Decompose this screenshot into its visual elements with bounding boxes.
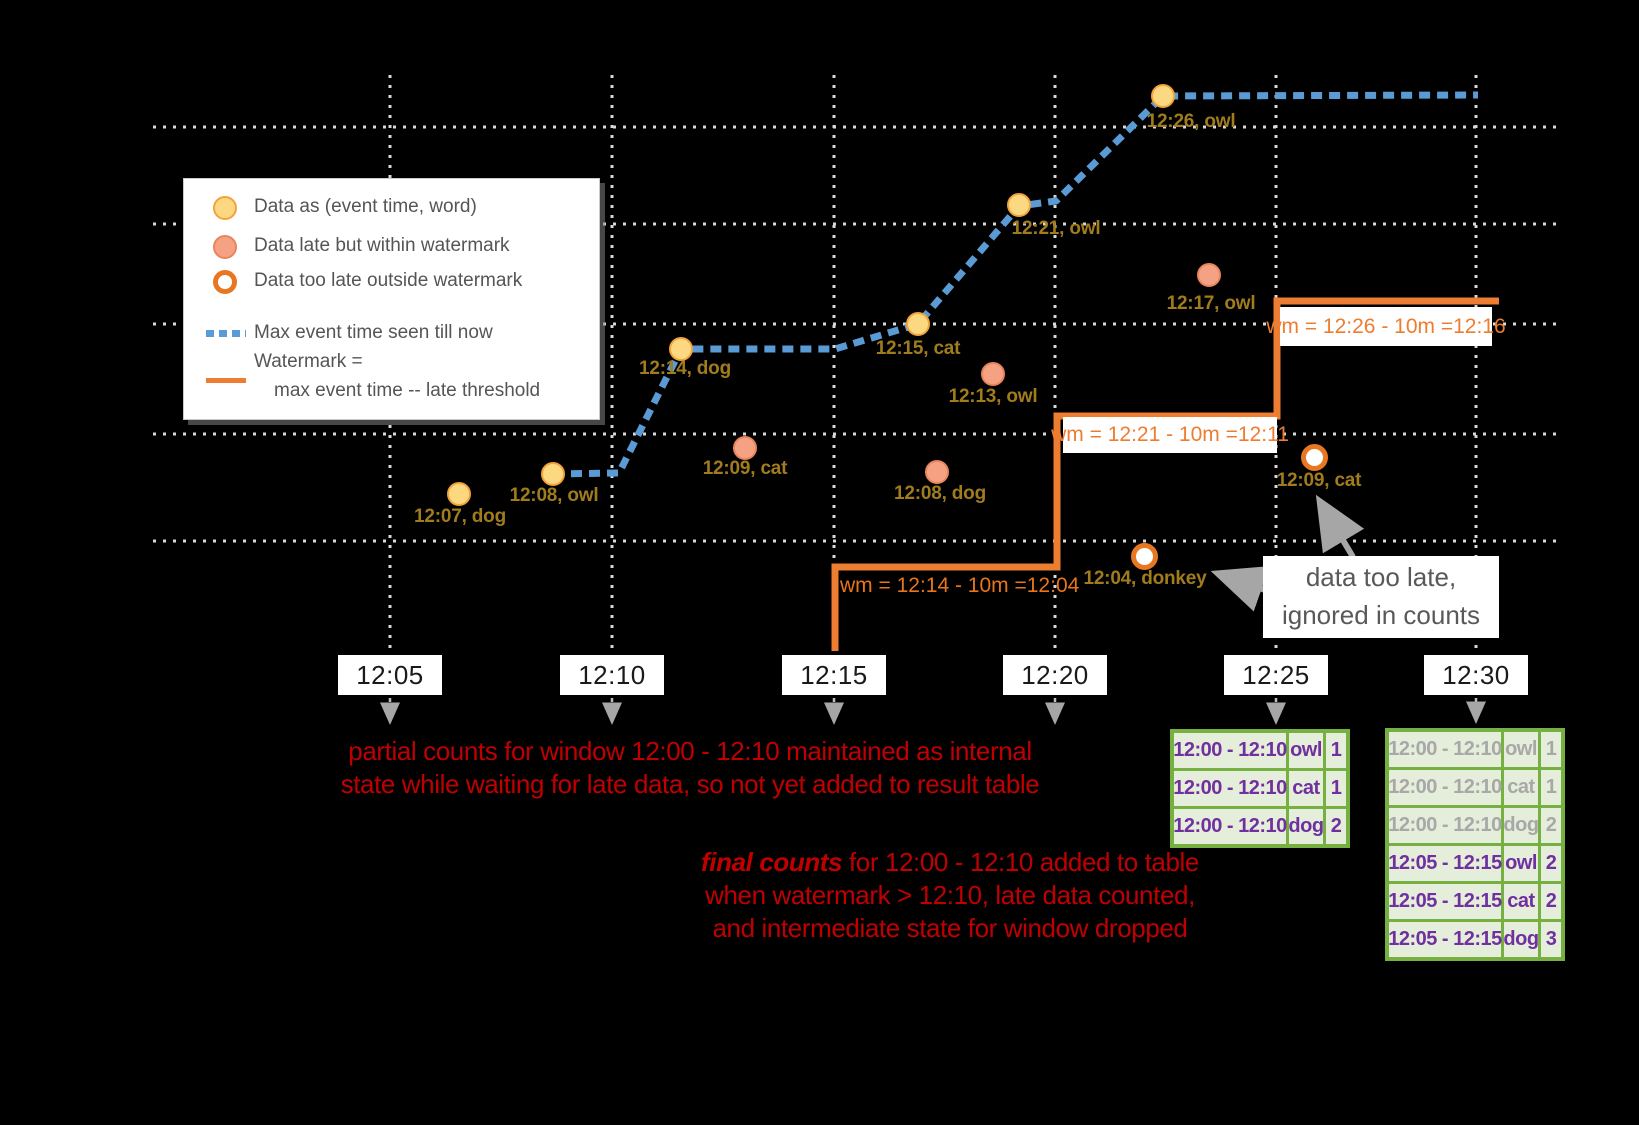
point-12-17-owl-late: [1197, 263, 1221, 287]
table-cell-word: owl: [1504, 732, 1538, 767]
point-12-08-dog-late: [925, 460, 949, 484]
point-label: 12:14, dog: [639, 358, 731, 379]
result-table-final: 12:00 - 12:10 owl 1 12:00 - 12:10 cat 1 …: [1385, 728, 1565, 961]
final-counts-note-line2: when watermark > 12:10, late data counte…: [705, 880, 1195, 910]
tick-12-25: 12:25: [1224, 655, 1328, 695]
tick-12-10: 12:10: [560, 655, 664, 695]
table-cell-word: cat: [1504, 770, 1538, 805]
point-12-04-donkey-too-late: [1131, 543, 1158, 570]
point-label: 12:17, owl: [1166, 293, 1256, 314]
final-counts-note-line1: final counts for 12:00 - 12:10 added to …: [550, 846, 1350, 879]
point-12-13-owl-late: [981, 362, 1005, 386]
legend-late-within-label: Data late but within watermark: [254, 235, 510, 256]
table-cell-window: 12:00 - 12:10: [1173, 809, 1287, 844]
table-cell-word: cat: [1289, 771, 1323, 806]
tick-12-05: 12:05: [338, 655, 442, 695]
table-cell-word: owl: [1289, 733, 1323, 768]
final-counts-highlight: final counts: [701, 847, 843, 877]
point-label: 12:08, owl: [509, 485, 599, 506]
table-cell-window: 12:05 - 12:15: [1388, 846, 1502, 881]
point-label: 12:21, owl: [1011, 218, 1101, 239]
table-cell-count: 2: [1541, 884, 1561, 919]
tick-12-20: 12:20: [1003, 655, 1107, 695]
table-cell-word: cat: [1504, 884, 1538, 919]
final-counts-note: final counts for 12:00 - 12:10 added to …: [550, 846, 1350, 945]
legend-max-event-time-label: Max event time seen till now: [254, 322, 493, 343]
watermark-line: [831, 297, 1499, 651]
watermark-label-2: wm = 12:21 - 10m =12:11: [1051, 417, 1289, 453]
final-counts-note-line3: and intermediate state for window droppe…: [712, 913, 1188, 943]
point-12-08-owl: [541, 462, 565, 486]
table-cell-count: 1: [1326, 733, 1346, 768]
point-label: 12:15, cat: [875, 338, 961, 359]
table-cell-count: 2: [1541, 846, 1561, 881]
legend-watermark-label: Watermark =: [254, 351, 363, 372]
point-12-09-cat-too-late: [1301, 444, 1328, 471]
tick-arrows: [380, 698, 1486, 725]
point-12-09-cat-late: [733, 436, 757, 460]
table-cell-word: dog: [1288, 809, 1324, 844]
table-cell-word: owl: [1504, 846, 1538, 881]
partial-counts-note: partial counts for window 12:00 - 12:10 …: [290, 735, 1090, 801]
point-label: 12:09, cat: [702, 458, 788, 479]
partial-counts-note-line1: partial counts for window 12:00 - 12:10 …: [348, 736, 1032, 766]
legend-max-event-time-icon: [206, 330, 246, 337]
point-label: 12:26, owl: [1146, 111, 1236, 132]
legend-watermark-label-2: max event time -- late threshold: [274, 380, 541, 401]
point-label: 12:04, donkey: [1083, 568, 1207, 589]
point-12-26-owl: [1151, 84, 1175, 108]
table-cell-count: 2: [1326, 809, 1346, 844]
too-late-callout-line2: ignored in counts: [1281, 600, 1481, 630]
table-cell-count: 1: [1326, 771, 1346, 806]
partial-counts-note-line2: state while waiting for late data, so no…: [340, 769, 1040, 799]
tick-12-30: 12:30: [1424, 655, 1528, 695]
watermark-label-3: wm = 12:26 - 10m =12:16: [1266, 307, 1506, 346]
point-12-21-owl: [1007, 193, 1031, 217]
table-cell-word: dog: [1503, 808, 1539, 843]
table-cell-window: 12:05 - 12:15: [1388, 884, 1502, 919]
result-table-intermediate: 12:00 - 12:10 owl 1 12:00 - 12:10 cat 1 …: [1170, 729, 1350, 848]
table-cell-count: 1: [1541, 770, 1561, 805]
table-cell-word: dog: [1503, 922, 1539, 957]
table-cell-count: 2: [1541, 808, 1561, 843]
table-cell-count: 3: [1541, 922, 1561, 957]
legend-late-within-icon: [213, 235, 237, 259]
legend-on-time-icon: [213, 196, 237, 220]
table-cell-window: 12:00 - 12:10: [1173, 771, 1287, 806]
legend-on-time-label: Data as (event time, word): [254, 196, 477, 217]
legend: Data as (event time, word) Data late but…: [183, 178, 600, 420]
table-cell-window: 12:05 - 12:15: [1388, 922, 1502, 957]
watermark-label-1: wm = 12:14 - 10m =12:04: [840, 574, 1080, 597]
max-event-time-line: [552, 91, 1479, 478]
final-counts-rest: for 12:00 - 12:10 added to table: [842, 847, 1199, 877]
point-label: 12:13, owl: [948, 386, 1038, 407]
point-12-07-dog: [447, 482, 471, 506]
tick-12-15: 12:15: [782, 655, 886, 695]
table-cell-count: 1: [1541, 732, 1561, 767]
point-label: 12:07, dog: [414, 506, 506, 527]
point-12-14-dog: [669, 337, 693, 361]
legend-too-late-icon: [213, 270, 237, 294]
point-label: 12:08, dog: [894, 483, 986, 504]
point-label: 12:09, cat: [1276, 470, 1362, 491]
table-cell-window: 12:00 - 12:10: [1388, 808, 1502, 843]
table-cell-window: 12:00 - 12:10: [1173, 733, 1287, 768]
legend-watermark-icon: [206, 378, 246, 383]
too-late-callout: data too late, ignored in counts: [1263, 556, 1499, 638]
legend-too-late-label: Data too late outside watermark: [254, 270, 523, 291]
table-cell-window: 12:00 - 12:10: [1388, 732, 1502, 767]
callout-arrows: [1210, 494, 1365, 612]
table-cell-window: 12:00 - 12:10: [1388, 770, 1502, 805]
too-late-callout-line1: data too late,: [1305, 562, 1457, 592]
point-12-15-cat: [906, 312, 930, 336]
